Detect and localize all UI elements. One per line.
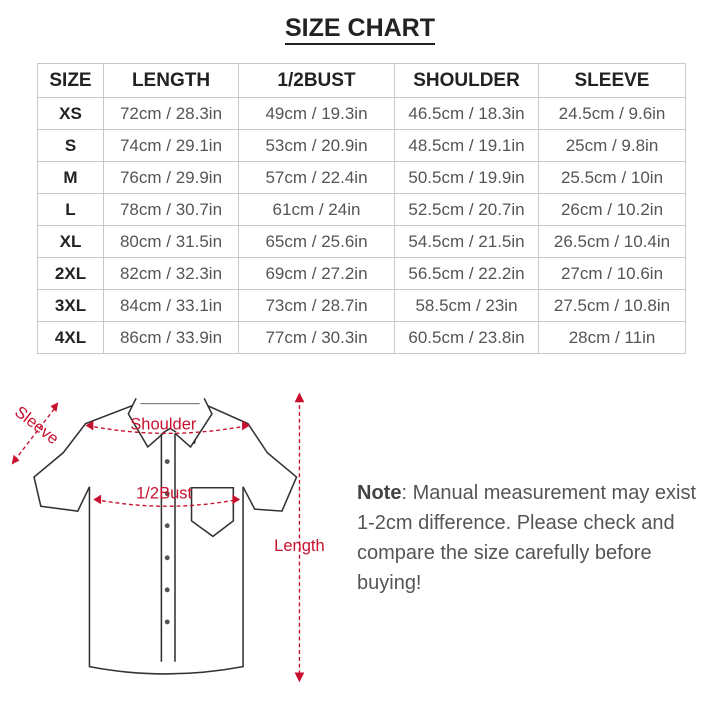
measurement-cell: 48.5cm / 19.1in [394,129,539,162]
header-sleeve: SLEEVE [538,63,686,98]
size-cell: 4XL [37,321,104,354]
size-cell: L [37,193,104,226]
measurement-cell: 65cm / 25.6in [238,225,395,258]
arrow-icons [11,392,305,683]
table-row: 2XL 82cm / 32.3in 69cm / 27.2in 56.5cm / 22… [37,257,686,290]
table-row: L 78cm / 30.7in 61cm / 24in 52.5cm / 20.7in… [37,193,686,226]
measurement-cell: 72cm / 28.3in [103,97,239,130]
size-cell: M [37,161,104,194]
bust-label: 1/2Bust [136,483,192,502]
measurement-cell: 25cm / 9.8in [538,129,686,162]
measurement-cell: 84cm / 33.1in [103,289,239,322]
measurement-cell: 60.5cm / 23.8in [394,321,539,354]
measurement-cell: 80cm / 31.5in [103,225,239,258]
header-size: SIZE [37,63,104,98]
size-table: SIZE LENGTH 1/2BUST SHOULDER SLEEVE XS 72… [37,63,686,354]
measurement-cell: 69cm / 27.2in [238,257,395,290]
measurement-cell: 54.5cm / 21.5in [394,225,539,258]
measurement-cell: 82cm / 32.3in [103,257,239,290]
shirt-outline [33,397,298,675]
measurement-cell: 27.5cm / 10.8in [538,289,686,322]
measurement-cell: 52.5cm / 20.7in [394,193,539,226]
measurement-cell: 25.5cm / 10in [538,161,686,194]
measurement-cell: 76cm / 29.9in [103,161,239,194]
measurement-cell: 77cm / 30.3in [238,321,395,354]
measurement-cell: 46.5cm / 18.3in [394,97,539,130]
table-row: 4XL 86cm / 33.9in 77cm / 30.3in 60.5cm / 23… [37,321,686,354]
measurement-cell: 58.5cm / 23in [394,289,539,322]
note-label: Note [357,482,402,504]
table-header-row: SIZE LENGTH 1/2BUST SHOULDER SLEEVE [37,63,686,98]
size-cell: 2XL [37,257,104,290]
measurement-cell: 78cm / 30.7in [103,193,239,226]
table-row: XS 72cm / 28.3in 49cm / 19.3in 46.5cm / 18.… [37,97,686,130]
length-label: Length [274,536,325,555]
measurement-cell: 73cm / 28.7in [238,289,395,322]
measurement-cell: 26cm / 10.2in [538,193,686,226]
size-cell: XS [37,97,104,130]
note-text: : Manual measurement may exist 1-2cm dif… [357,482,697,594]
shoulder-label: Shoulder [130,414,197,433]
measurement-cell: 53cm / 20.9in [238,129,395,162]
header-shoulder: SHOULDER [394,63,539,98]
table-row: 3XL 84cm / 33.1in 73cm / 28.7in 58.5cm / 23… [37,289,686,322]
shirt-diagram: Shoulder 1/2Bust Length Sleeve [11,392,325,683]
buttons [164,459,170,625]
size-cell: XL [37,225,104,258]
size-cell: 3XL [37,289,104,322]
measurement-cell: 28cm / 11in [538,321,686,354]
table-row: S 74cm / 29.1in 53cm / 20.9in 48.5cm / 19.1… [37,129,686,162]
measurement-cell: 27cm / 10.6in [538,257,686,290]
measurement-cell: 24.5cm / 9.6in [538,97,686,130]
header-bust: 1/2BUST [238,63,395,98]
page-title: SIZE CHART [0,14,720,45]
measurement-note: Note: Manual measurement may exist 1-2cm… [357,478,697,598]
measurement-cell: 74cm / 29.1in [103,129,239,162]
measurement-cell: 56.5cm / 22.2in [394,257,539,290]
measurement-cell: 26.5cm / 10.4in [538,225,686,258]
measurement-cell: 49cm / 19.3in [238,97,395,130]
table-row: XL 80cm / 31.5in 65cm / 25.6in 54.5cm / 21.… [37,225,686,258]
measurement-cell: 57cm / 22.4in [238,161,395,194]
measurement-cell: 86cm / 33.9in [103,321,239,354]
table-row: M 76cm / 29.9in 57cm / 22.4in 50.5cm / 19.9… [37,161,686,194]
header-length: LENGTH [103,63,239,98]
size-cell: S [37,129,104,162]
measure-lines [14,398,301,677]
measurement-cell: 61cm / 24in [238,193,395,226]
measurement-cell: 50.5cm / 19.9in [394,161,539,194]
